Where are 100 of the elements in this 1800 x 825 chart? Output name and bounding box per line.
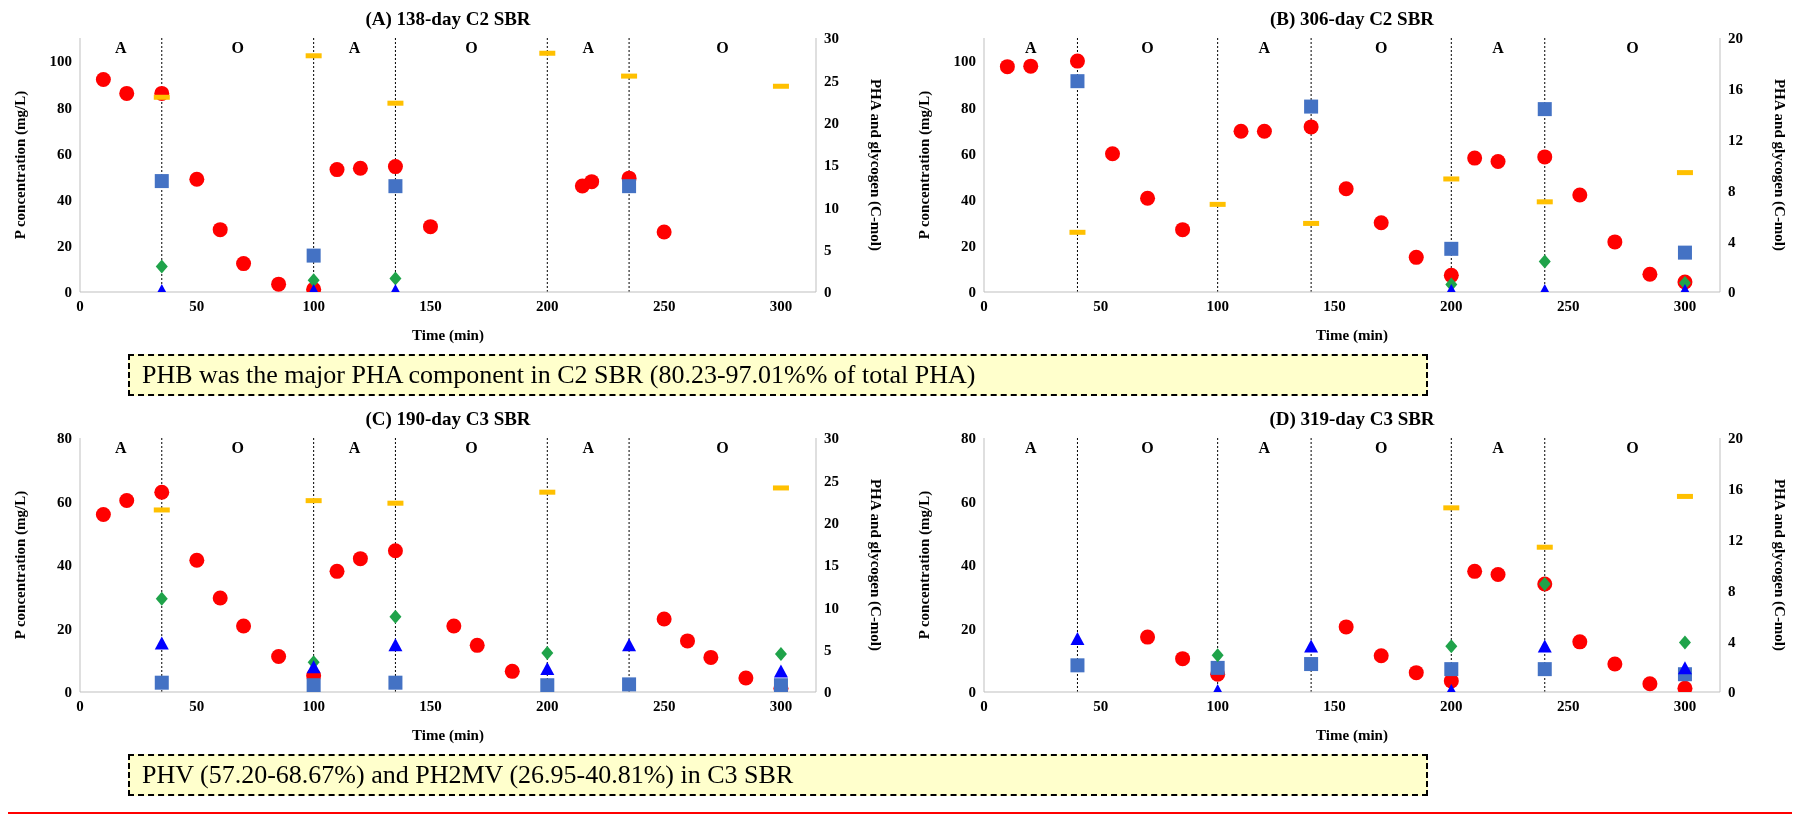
y-tick-label: 60 (961, 493, 976, 510)
y-tick-label: 60 (961, 145, 976, 162)
x-tick-label: 150 (1323, 297, 1346, 314)
point (352, 160, 368, 176)
point (212, 222, 228, 238)
x-tick-label: 300 (769, 297, 793, 314)
y2-tick-label: 0 (1728, 284, 1736, 301)
y2-tick-label: 16 (1728, 481, 1744, 498)
annotation: O (1374, 39, 1388, 57)
annotation: O (716, 439, 729, 457)
point (1607, 656, 1623, 672)
point (540, 661, 555, 675)
y2-tick-label: 12 (1728, 131, 1743, 148)
x-tick-label: 150 (419, 697, 442, 714)
x-tick-label: 300 (769, 697, 793, 714)
point (95, 72, 111, 88)
point (1303, 119, 1319, 135)
point (679, 633, 695, 649)
x-tick-label: 0 (76, 297, 84, 314)
y-tick-label: 0 (64, 684, 72, 701)
point (656, 224, 672, 240)
point (738, 670, 754, 686)
point (1677, 661, 1692, 675)
y2-tick-label: 25 (824, 472, 839, 489)
chart-title: (C) 190-day C3 SBR (364, 408, 532, 431)
point (1070, 658, 1085, 673)
point (1572, 634, 1588, 650)
annotation: O (1374, 439, 1388, 457)
point (1445, 639, 1458, 654)
point (1467, 150, 1483, 166)
annotation: A (582, 439, 595, 457)
point (1642, 266, 1658, 282)
point (352, 551, 368, 567)
point (584, 174, 600, 190)
x-tick-label: 250 (652, 297, 676, 314)
x-tick-label: 50 (189, 297, 205, 314)
point (1070, 631, 1085, 645)
annotation: A (582, 39, 595, 57)
y-axis-title: P concentration (mg/L) (916, 490, 934, 640)
point (1304, 657, 1319, 672)
point (155, 259, 168, 274)
x-tick-label: 50 (1093, 297, 1109, 314)
y2-tick-label: 20 (824, 514, 839, 531)
annotation: A (1492, 39, 1505, 57)
point (540, 678, 555, 692)
x-tick-label: 150 (1323, 697, 1346, 714)
y2-tick-label: 15 (824, 557, 839, 574)
y2-tick-label: 5 (824, 241, 832, 258)
annotation: A (1258, 439, 1271, 457)
y2-tick-label: 5 (824, 641, 832, 658)
x-tick-label: 200 (536, 697, 559, 714)
point (154, 636, 169, 650)
annotation: O (1141, 439, 1154, 457)
y-tick-label: 80 (961, 430, 976, 447)
y2-axis-title: PHA and glycogen (C-mol) (866, 478, 884, 652)
y-tick-label: 80 (57, 430, 72, 447)
point (271, 276, 287, 292)
point (1490, 154, 1506, 170)
annotation: O (231, 39, 244, 57)
point (1256, 123, 1272, 139)
chart-title: (A) 138-day C2 SBR (364, 8, 532, 31)
point (656, 611, 672, 627)
y-tick-label: 20 (57, 238, 72, 255)
point (189, 171, 205, 187)
point (1444, 241, 1459, 256)
y2-tick-label: 25 (824, 72, 839, 89)
y-tick-label: 20 (961, 238, 976, 255)
point (154, 174, 169, 189)
y-tick-label: 40 (57, 557, 72, 574)
point (703, 649, 719, 665)
point (307, 273, 320, 288)
point (1373, 648, 1389, 664)
x-tick-label: 0 (980, 297, 988, 314)
annotation: A (1258, 39, 1271, 57)
point (1444, 662, 1459, 677)
x-tick-label: 250 (652, 697, 676, 714)
y-tick-label: 0 (64, 284, 72, 301)
y-tick-label: 0 (968, 684, 976, 701)
y-tick-label: 40 (57, 191, 72, 208)
y-axis-title: P concentration (mg/L) (12, 90, 30, 240)
chart-title: (B) 306-day C2 SBR (1268, 8, 1436, 31)
point (389, 609, 402, 624)
annotation: A (1024, 439, 1037, 457)
x-tick-label: 200 (1440, 697, 1463, 714)
x-tick-label: 100 (302, 297, 325, 314)
x-tick-label: 300 (1673, 697, 1697, 714)
point (622, 638, 637, 652)
y2-tick-label: 30 (824, 30, 839, 47)
y-tick-label: 100 (49, 53, 72, 70)
x-tick-label: 300 (1673, 297, 1697, 314)
point (1140, 629, 1156, 645)
y-tick-label: 20 (57, 620, 72, 637)
y2-tick-label: 4 (1728, 633, 1736, 650)
y-axis-title: P concentration (mg/L) (916, 90, 934, 240)
y2-tick-label: 10 (824, 599, 839, 616)
point (1105, 146, 1121, 162)
point (306, 248, 321, 263)
point (1175, 222, 1191, 238)
y-tick-label: 0 (968, 284, 976, 301)
point (1069, 53, 1085, 69)
